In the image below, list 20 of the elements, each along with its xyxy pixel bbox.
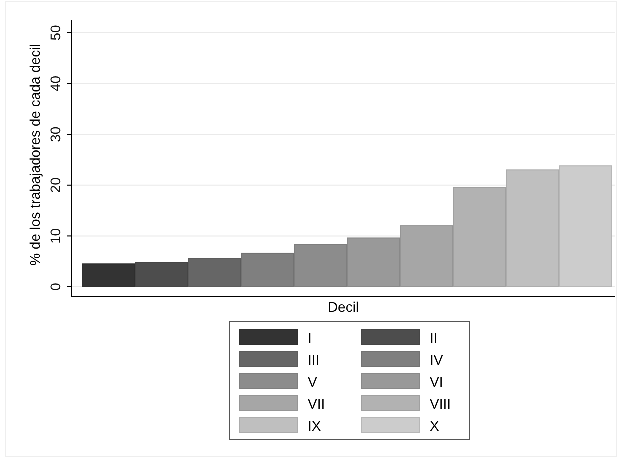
legend-label: VIII (430, 396, 452, 412)
bar (82, 264, 135, 288)
bar (135, 262, 188, 288)
y-tick-label: 20 (48, 177, 64, 194)
x-axis-title: Decil (328, 299, 360, 315)
legend-label: VII (308, 396, 326, 412)
legend-label: II (430, 330, 438, 346)
legend-label: IV (430, 352, 444, 368)
legend-label: III (308, 352, 320, 368)
legend-label: VI (430, 374, 444, 390)
legend-label: I (308, 330, 312, 346)
y-tick-label: 50 (48, 25, 64, 41)
legend-label: IX (308, 418, 322, 434)
y-tick-label: 40 (48, 76, 64, 92)
legend-label: V (308, 374, 318, 390)
y-tick-label: 30 (48, 126, 64, 142)
legend-label: X (430, 418, 440, 434)
y-axis-title: % de los trabajadores de cada decil (27, 44, 43, 266)
y-tick-label: 0 (48, 282, 64, 291)
y-tick-label: 10 (48, 228, 64, 244)
